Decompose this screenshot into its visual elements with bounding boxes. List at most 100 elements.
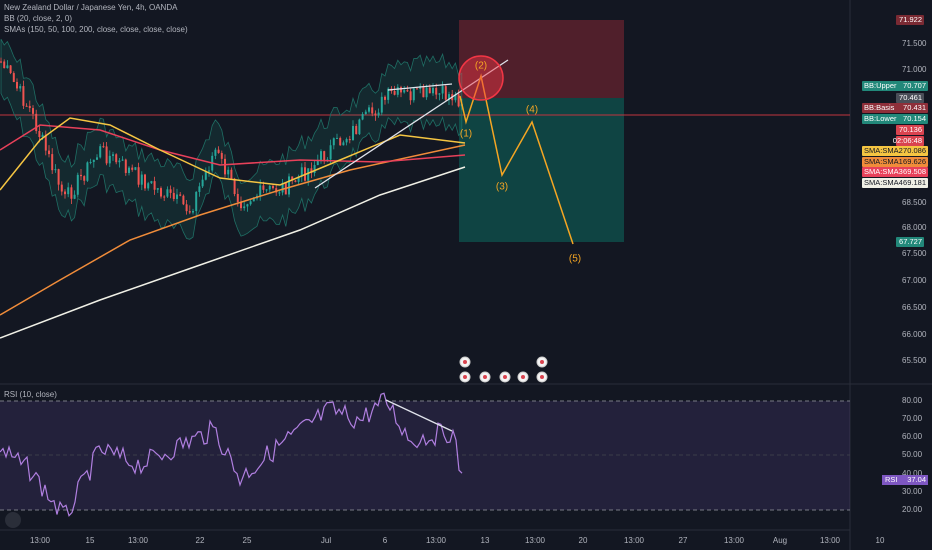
event-dot <box>503 375 507 379</box>
candle-body <box>35 113 38 132</box>
candle-body <box>25 105 28 107</box>
candle-body <box>297 176 300 182</box>
candle-body <box>438 93 441 95</box>
candle-body <box>163 196 166 198</box>
plot <box>0 39 574 517</box>
candle-body <box>348 139 351 141</box>
event-dot <box>463 375 467 379</box>
candle-body <box>262 185 265 190</box>
badge-value: 70.431 <box>903 103 926 112</box>
candle-body <box>22 86 25 106</box>
candle-body <box>92 159 95 162</box>
time-label: 13:00 <box>525 536 546 545</box>
price-label: 65.500 <box>902 356 927 365</box>
candle-body <box>57 169 60 185</box>
candle-body <box>134 167 137 170</box>
candle-body <box>6 65 9 69</box>
event-dot <box>540 360 544 364</box>
candle-body <box>425 87 428 98</box>
badge-value: 69.181 <box>903 178 926 187</box>
time-label: 13:00 <box>30 536 51 545</box>
badge-value: 70.086 <box>903 146 926 155</box>
candle-body <box>323 151 326 161</box>
candle-body <box>332 138 335 146</box>
candle-body <box>12 73 15 82</box>
event-dot <box>521 375 525 379</box>
candle-body <box>400 87 402 93</box>
time-label: 25 <box>243 536 252 545</box>
candle-body <box>249 201 252 205</box>
wave-label: (3) <box>496 182 508 193</box>
candle-body <box>147 183 150 189</box>
candle-body <box>182 195 185 205</box>
rsi-axis-label: 70.00 <box>902 414 923 423</box>
candle-body <box>435 87 438 95</box>
rsi-axis-label: 20.00 <box>902 505 923 514</box>
candle-body <box>204 170 207 180</box>
badge-name: BB:Basis <box>864 103 895 112</box>
time-label: Jul <box>321 536 331 545</box>
candle-body <box>150 181 153 184</box>
wave-path <box>459 73 574 245</box>
candle-body <box>268 185 271 190</box>
candle-body <box>409 91 412 101</box>
candle-body <box>115 154 118 163</box>
price-badge <box>862 114 928 124</box>
candle-body <box>166 189 169 197</box>
candle-body <box>172 192 175 199</box>
candle-body <box>76 174 79 195</box>
candle-body <box>230 169 233 179</box>
wave-label: (5) <box>569 254 581 265</box>
candle-body <box>406 90 409 92</box>
price-badge <box>862 178 928 188</box>
candle-body <box>9 65 12 74</box>
symbol-title: New Zealand Dollar / Japanese Yen, 4h, O… <box>4 3 178 12</box>
candle-body <box>252 198 255 202</box>
price-badge <box>896 93 924 103</box>
candle-body <box>195 191 198 211</box>
rsi-axis-label: 30.00 <box>902 487 923 496</box>
price-badge <box>896 125 924 135</box>
time-label: 13 <box>481 536 490 545</box>
candle-body <box>454 94 457 101</box>
sma2 <box>0 117 466 191</box>
badge-value: 69.508 <box>903 167 926 176</box>
candle-body <box>403 90 406 93</box>
candle-body <box>329 145 332 160</box>
candle-body <box>0 61 2 63</box>
candle-body <box>67 187 70 195</box>
candle-body <box>300 167 303 177</box>
price-label: 66.000 <box>902 330 927 339</box>
rsi-badge <box>882 475 928 485</box>
candle-body <box>428 87 431 94</box>
bollinger-fill <box>0 39 463 240</box>
candle-body <box>160 188 162 197</box>
candle-body <box>38 131 41 138</box>
candle-body <box>358 119 361 135</box>
candle-body <box>3 61 6 69</box>
price-label: 71.000 <box>902 65 927 74</box>
wave-label: (4) <box>526 105 538 116</box>
candle-body <box>265 189 268 191</box>
candle-body <box>384 96 386 100</box>
price-badge <box>896 15 924 25</box>
time-label: 20 <box>579 536 588 545</box>
badge-value: 70.707 <box>903 81 926 90</box>
logo[interactable] <box>5 512 21 528</box>
candle-body <box>393 91 396 95</box>
price-label: 68.500 <box>902 198 927 207</box>
candle-body <box>316 160 319 166</box>
candle-body <box>105 146 108 164</box>
sma-legend: SMAs (150, 50, 100, 200, close, close, c… <box>4 25 188 34</box>
candle-body <box>169 189 172 193</box>
time-label: 13:00 <box>820 536 841 545</box>
event-dot <box>483 375 487 379</box>
candle-body <box>240 202 242 209</box>
candle-body <box>64 191 66 195</box>
badge-value: 70.461 <box>899 93 922 102</box>
price-badge <box>862 103 928 113</box>
candle-body <box>387 88 390 100</box>
candle-body <box>281 183 284 193</box>
sma1 <box>0 144 466 316</box>
badge-name: SMA:SMA4 <box>864 178 903 187</box>
